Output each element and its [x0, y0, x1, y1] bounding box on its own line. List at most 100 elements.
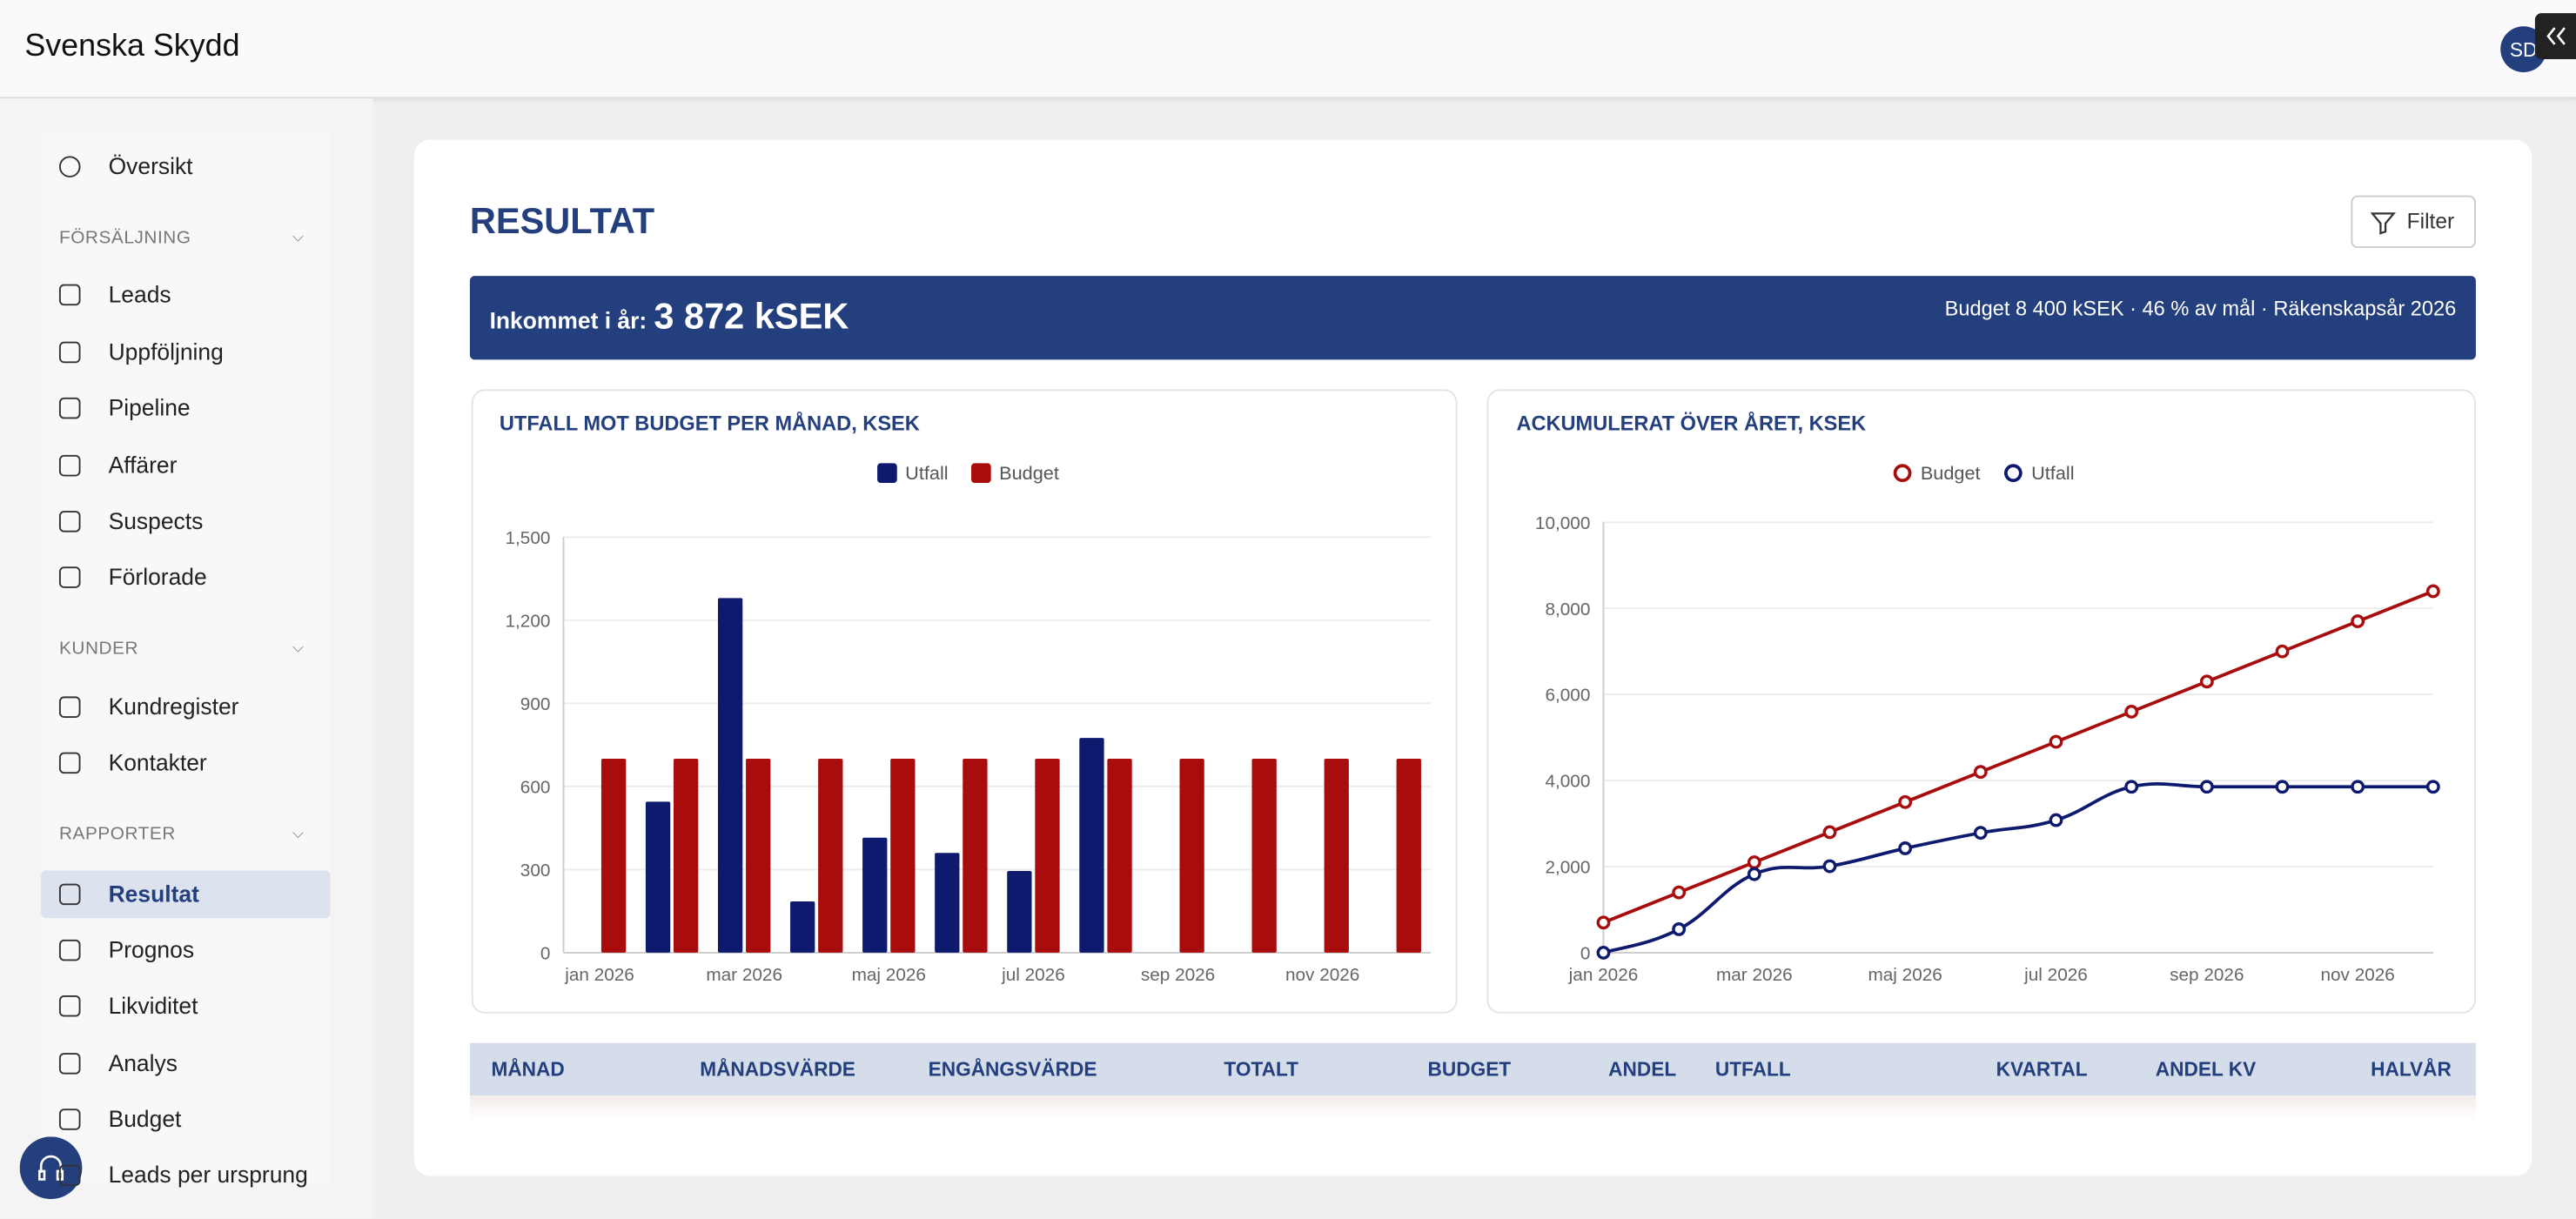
- bar: [963, 759, 988, 953]
- line-series: [1602, 589, 2434, 925]
- point: [1822, 859, 1837, 874]
- nav-item[interactable]: Leads per ursprung: [108, 1161, 308, 1188]
- y-tick-label: 2,000: [1545, 858, 1590, 878]
- nav-item[interactable]: Prognos: [108, 936, 195, 963]
- x-tick-label: nov 2026: [1285, 965, 1359, 985]
- app-title: Svenska Skydd: [24, 29, 240, 64]
- nav-item[interactable]: Förlorade: [108, 563, 207, 590]
- table-header: [469, 1042, 2476, 1096]
- bar: [717, 598, 743, 953]
- x-tick-label: jan 2026: [1568, 965, 1639, 985]
- active-highlight: [41, 870, 331, 919]
- nav-icon: [58, 696, 81, 718]
- bar: [935, 853, 960, 953]
- point: [2199, 674, 2214, 689]
- chevron: ⌵: [292, 824, 304, 841]
- nav-item[interactable]: Analys: [108, 1049, 178, 1076]
- bar: [862, 837, 888, 953]
- point: [1747, 867, 1761, 881]
- banner-summary: Budget 8 400 kSEK · 46 % av mål · Räkens…: [1944, 297, 2457, 321]
- nav-icon: [58, 397, 81, 419]
- nav-icon: [58, 566, 81, 588]
- legend-label: Budget: [999, 462, 1059, 484]
- nav-item[interactable]: Pipeline: [108, 394, 191, 421]
- bar: [746, 759, 771, 953]
- y-tick-label: 900: [520, 694, 551, 714]
- y-tick-label: 1,200: [505, 611, 550, 631]
- chevron: ⌵: [292, 228, 304, 245]
- y-tick-label: 6,000: [1545, 686, 1590, 706]
- point: [2425, 584, 2440, 599]
- nav-item[interactable]: Kontakter: [108, 748, 207, 776]
- column-header: UTFALL: [1714, 1057, 1791, 1082]
- point: [1747, 855, 1761, 869]
- nav-icon: [58, 341, 81, 364]
- nav-section: RAPPORTER: [58, 824, 176, 845]
- legend-swatch: [1893, 464, 1912, 483]
- legend-label: Budget: [1921, 462, 1981, 484]
- column-header: HALVÅR: [2371, 1057, 2452, 1082]
- y-tick-label: 4,000: [1545, 772, 1590, 792]
- nav-item[interactable]: Uppföljning: [108, 338, 224, 365]
- nav-item[interactable]: Översikt: [108, 152, 193, 179]
- x-tick-label: jul 2026: [1001, 965, 1065, 985]
- column-header: MÅNAD: [491, 1057, 565, 1082]
- bar: [600, 759, 627, 953]
- nav-icon: [58, 752, 81, 774]
- y-tick-label: 0: [540, 943, 551, 963]
- y-tick-label: 10,000: [1535, 513, 1590, 533]
- point: [2124, 780, 2139, 794]
- income-banner: Inkommet i år: 3 872 kSEK Budget 8 400 k…: [469, 276, 2476, 360]
- point: [2351, 780, 2365, 794]
- nav-icon: [58, 1164, 81, 1186]
- nav-section: FÖRSÄLJNING: [58, 228, 191, 249]
- point: [2275, 780, 2290, 794]
- nav-item[interactable]: Resultat: [108, 880, 199, 908]
- bar: [1251, 759, 1277, 953]
- bar: [890, 759, 916, 953]
- point: [2351, 614, 2365, 629]
- column-header: BUDGET: [1427, 1057, 1512, 1082]
- help-button[interactable]: [19, 1136, 83, 1200]
- point: [1973, 826, 1988, 841]
- banner-value: 3 872 kSEK: [654, 295, 849, 337]
- bar: [1079, 738, 1104, 953]
- point: [2049, 813, 2063, 827]
- point: [1898, 841, 1913, 855]
- legend-swatch: [877, 463, 897, 484]
- chart-title: ACKUMULERAT ÖVER ÅRET, KSEK: [1516, 412, 1866, 435]
- nav-item[interactable]: Affärer: [108, 452, 178, 479]
- top-bar: [0, 0, 2576, 99]
- nav-item[interactable]: Likviditet: [108, 992, 198, 1019]
- nav-icon: [58, 939, 81, 961]
- x-tick-label: jul 2026: [2023, 965, 2088, 985]
- point: [2049, 734, 2063, 749]
- bar: [1179, 759, 1204, 953]
- bar: [1007, 870, 1032, 953]
- collapse-button[interactable]: [2534, 13, 2576, 59]
- nav-icon: [58, 883, 81, 906]
- nav-item[interactable]: Budget: [108, 1105, 182, 1132]
- y-tick-label: 0: [1580, 943, 1591, 963]
- nav-item[interactable]: Leads: [108, 280, 171, 308]
- legend-label: Utfall: [2031, 462, 2074, 484]
- chevron: ⌵: [292, 639, 304, 656]
- y-tick-label: 600: [520, 777, 551, 797]
- nav-icon: [58, 156, 81, 177]
- nav-icon: [58, 995, 81, 1017]
- nav-item[interactable]: Kundregister: [108, 693, 239, 720]
- legend-swatch: [971, 463, 991, 484]
- x-tick-label: mar 2026: [1716, 965, 1793, 985]
- page-title: RESULTAT: [469, 200, 655, 242]
- line-series: [1602, 781, 2433, 954]
- x-tick-label: sep 2026: [2170, 965, 2244, 985]
- filter-label: Filter: [2406, 208, 2455, 234]
- point: [2425, 780, 2440, 794]
- y-tick-label: 8,000: [1545, 599, 1590, 620]
- bar: [1396, 759, 1421, 953]
- nav-item[interactable]: Suspects: [108, 507, 204, 534]
- table-body: [469, 1095, 2476, 1121]
- filter-button[interactable]: Filter: [2351, 195, 2476, 249]
- nav-section: KUNDER: [58, 639, 139, 660]
